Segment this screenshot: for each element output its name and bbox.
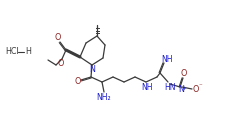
Text: O: O [181, 69, 187, 78]
Text: H: H [25, 48, 31, 57]
Text: O: O [55, 33, 61, 42]
Text: HN: HN [164, 83, 176, 91]
Text: HCl: HCl [5, 48, 19, 57]
Text: O: O [58, 60, 64, 69]
Text: O: O [193, 84, 199, 93]
Text: NH: NH [141, 83, 153, 91]
Text: O: O [75, 77, 81, 85]
Text: ⁻: ⁻ [198, 83, 202, 89]
Text: NH₂: NH₂ [97, 93, 111, 102]
Text: NH: NH [161, 54, 173, 63]
Text: N: N [89, 65, 95, 73]
Text: +: + [182, 85, 186, 90]
Text: N: N [178, 85, 184, 95]
